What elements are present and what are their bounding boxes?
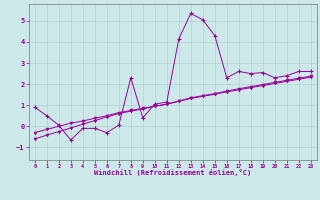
X-axis label: Windchill (Refroidissement éolien,°C): Windchill (Refroidissement éolien,°C)	[94, 169, 252, 176]
